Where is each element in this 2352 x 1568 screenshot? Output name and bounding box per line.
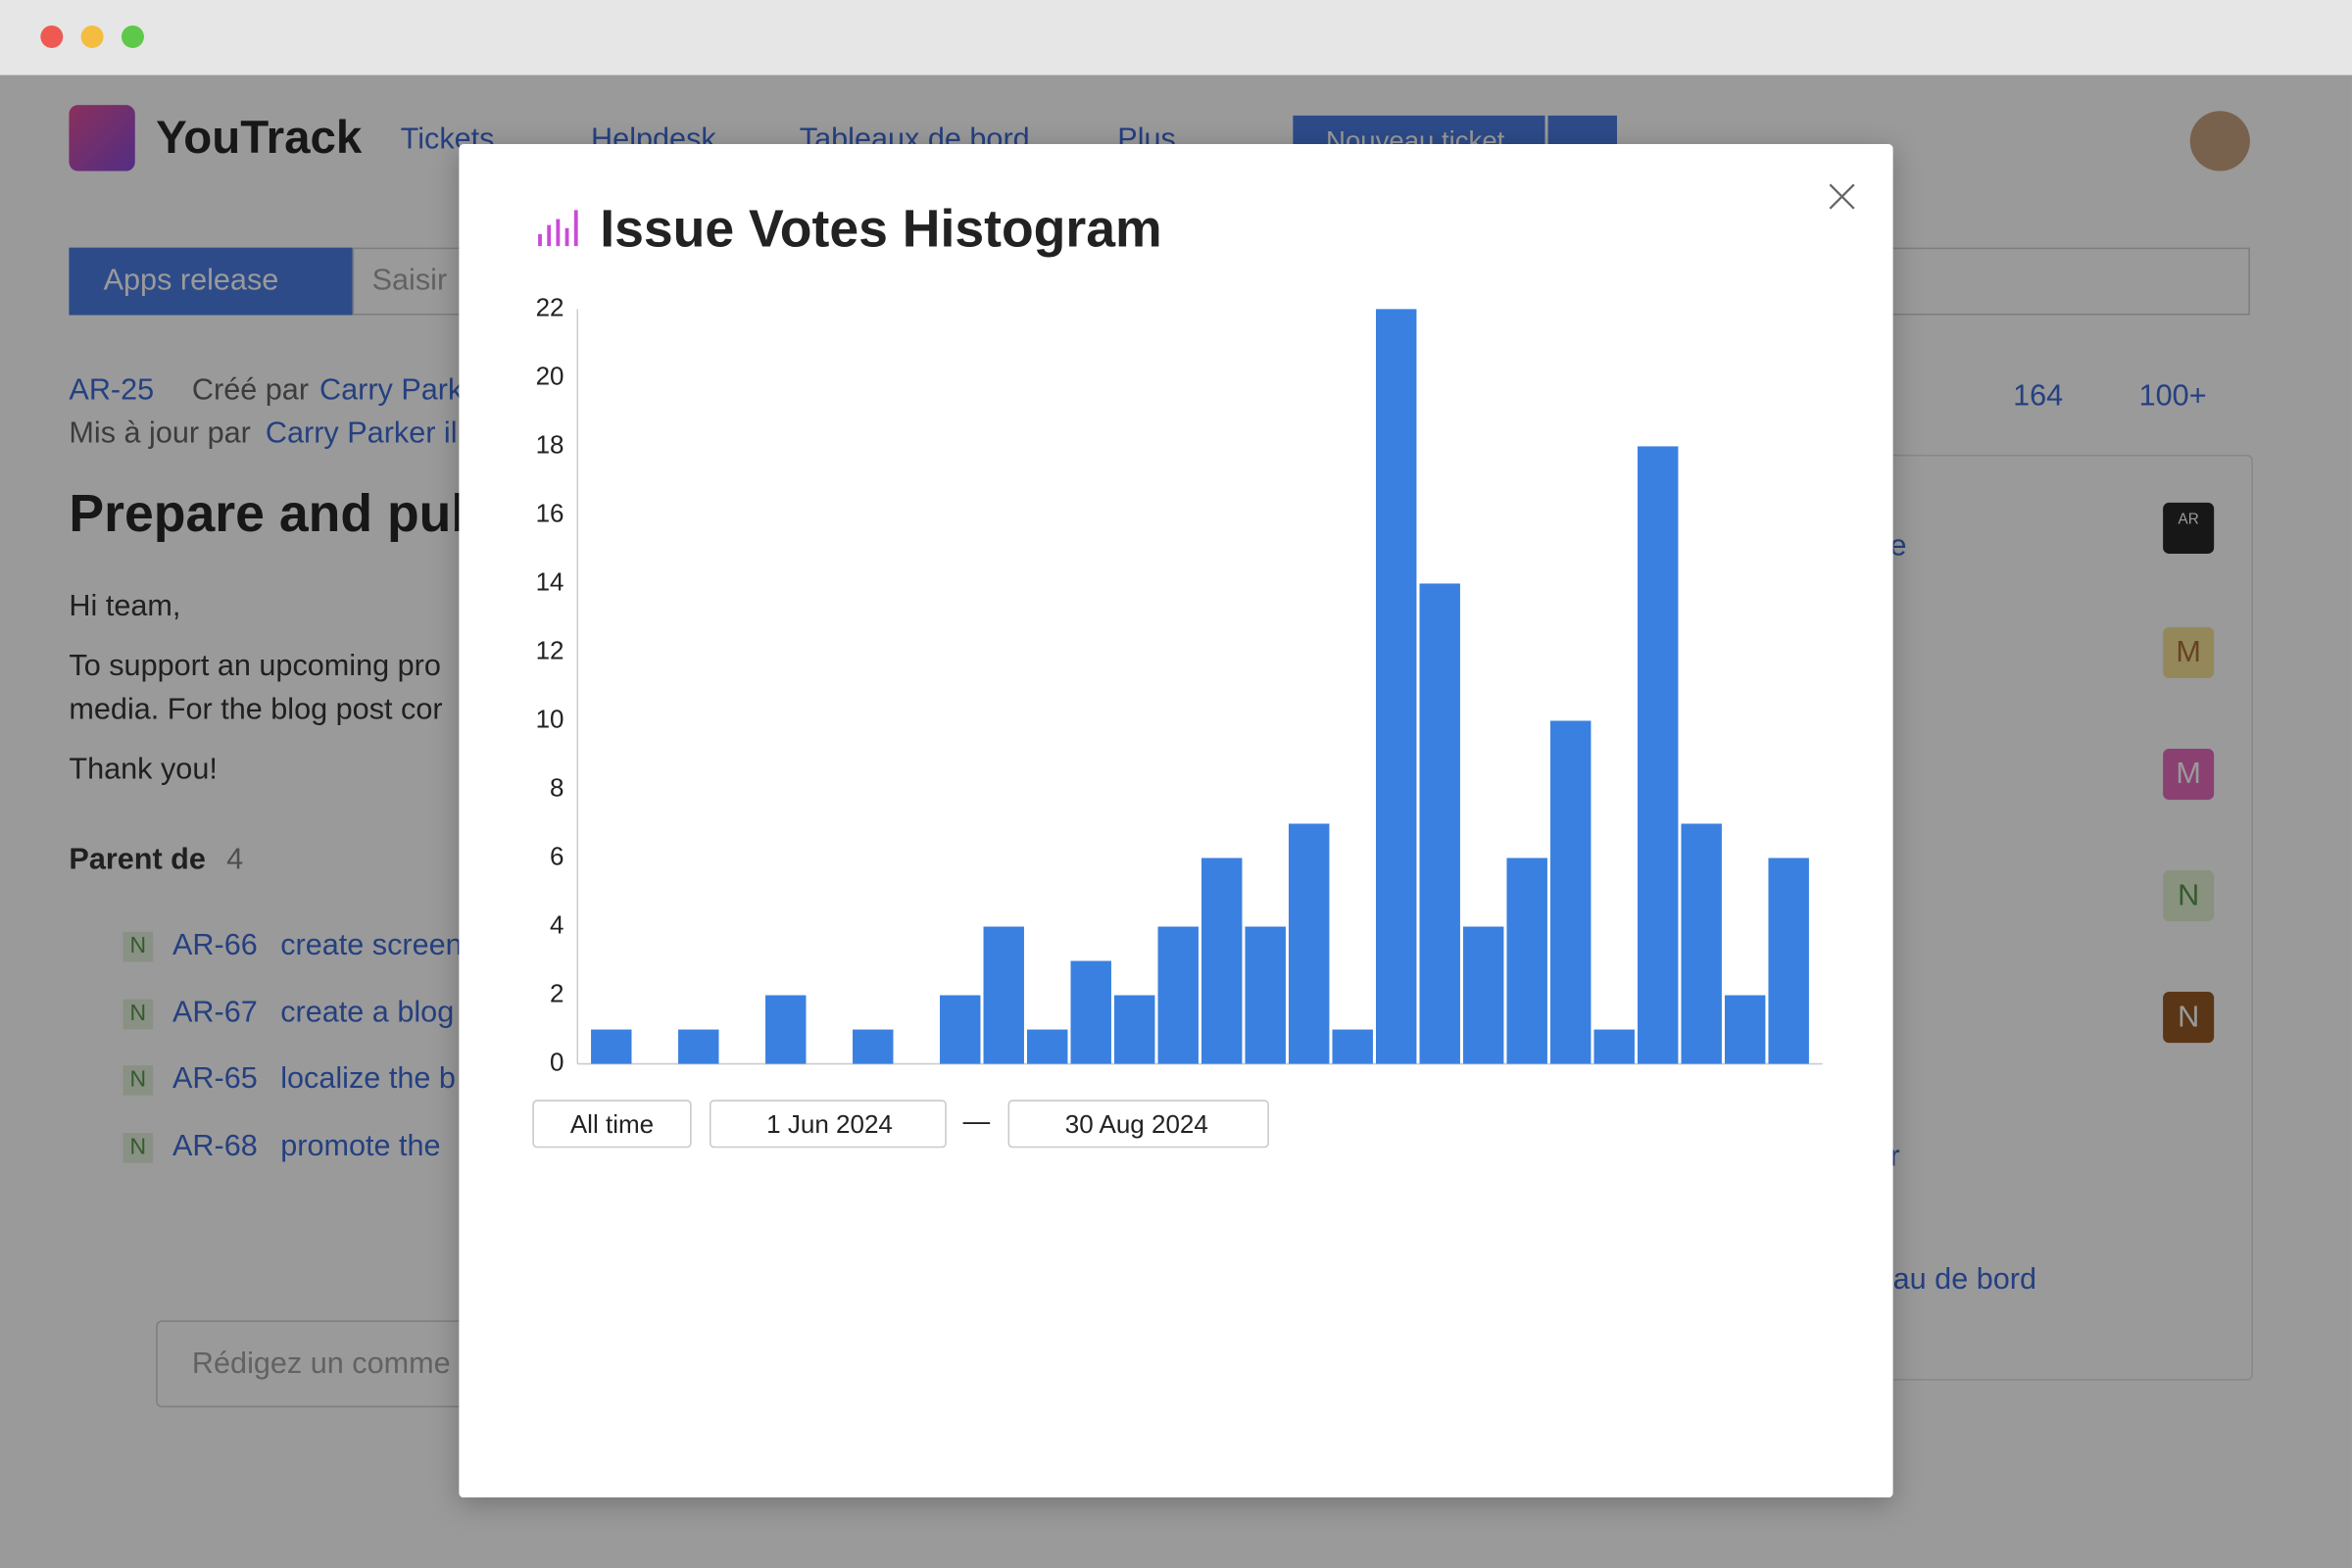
bar — [678, 1029, 719, 1064]
avatar: N — [2163, 870, 2215, 922]
bar — [853, 1029, 894, 1064]
author[interactable]: Carry Park — [319, 373, 464, 407]
votes[interactable]: 164 — [2013, 379, 2064, 414]
subtask-id[interactable]: AR-67 — [172, 996, 258, 1030]
y-tick-label: 4 — [550, 909, 564, 939]
body: Hi team, — [69, 589, 181, 623]
chart-title: Issue Votes Histogram — [600, 200, 1161, 258]
fragment: au de bord — [1892, 1263, 2037, 1297]
all-time-button[interactable]: All time — [532, 1100, 692, 1149]
separator: — — [962, 1105, 991, 1137]
modal: Issue Votes Histogram 0 2 4 6 8 10 12 14 16 18 20 2… — [459, 143, 1893, 1498]
bar — [1070, 960, 1111, 1064]
avatar[interactable] — [2189, 111, 2250, 172]
chart: Issue Votes Histogram 0 2 4 6 8 10 12 14 16 18 20 2… — [536, 183, 1855, 1076]
bar — [1245, 926, 1286, 1064]
subtask-title[interactable]: create a blog — [280, 996, 455, 1030]
logo-icon — [69, 105, 135, 172]
bar — [1114, 995, 1155, 1064]
to-date[interactable]: 30 Aug 2024 — [1007, 1100, 1269, 1149]
logo[interactable]: YouTrack — [156, 111, 363, 164]
subtask-title[interactable]: localize the b — [280, 1062, 456, 1096]
bar — [1462, 926, 1504, 1064]
bar — [1375, 309, 1417, 1064]
subtask-id[interactable]: AR-65 — [172, 1062, 258, 1096]
label: Mis à jour par — [69, 416, 251, 451]
bar — [1637, 446, 1679, 1064]
subtask-id[interactable]: AR-68 — [172, 1129, 258, 1163]
y-tick-label: 6 — [550, 841, 564, 870]
body: To support an upcoming pro — [69, 649, 441, 683]
tag: N — [122, 1065, 154, 1096]
y-tick-label: 0 — [550, 1047, 564, 1076]
y-tick-label: 22 — [536, 292, 564, 321]
browser-bar — [0, 0, 2352, 75]
y-tick-label: 20 — [536, 361, 564, 390]
y-tick-label: 14 — [536, 566, 564, 596]
issue-title: Prepare and publ — [69, 484, 499, 544]
subtask-id[interactable]: AR-66 — [172, 928, 258, 962]
y-tick-label: 12 — [536, 635, 564, 664]
bar — [1201, 858, 1243, 1064]
bar — [1027, 1029, 1068, 1064]
y-tick-label: 2 — [550, 978, 564, 1007]
bar — [591, 1029, 632, 1064]
updater[interactable]: Carry Parker il — [265, 416, 458, 451]
bar — [765, 995, 807, 1064]
fragment: e — [1889, 529, 1907, 564]
bar — [1549, 720, 1592, 1064]
stars[interactable]: 100+ — [2138, 379, 2207, 414]
label: Créé par — [191, 373, 310, 407]
tag: N — [122, 931, 154, 962]
y-tick-label: 16 — [536, 498, 564, 527]
tag: N — [122, 999, 154, 1030]
comment-box[interactable]: Rédigez un comme — [156, 1320, 547, 1408]
body: media. For the blog post cor — [69, 693, 443, 727]
bar — [1768, 858, 1809, 1064]
close-button[interactable] — [1829, 183, 1855, 210]
bar — [1289, 823, 1330, 1064]
chart-icon — [538, 210, 578, 247]
bar — [940, 995, 981, 1064]
fragment: r — [1889, 1140, 1900, 1174]
bar — [983, 926, 1024, 1064]
avatar: AR — [2163, 502, 2215, 554]
y-tick-label: 18 — [536, 429, 564, 459]
from-date[interactable]: 1 Jun 2024 — [709, 1100, 947, 1149]
project-button[interactable]: Apps release — [69, 247, 353, 316]
avatar: M — [2163, 626, 2215, 679]
body: Thank you! — [69, 753, 218, 787]
subtask-title[interactable]: promote the — [280, 1129, 441, 1163]
bar — [1157, 926, 1199, 1064]
avatar: M — [2163, 749, 2215, 801]
tag: N — [122, 1132, 154, 1163]
bar — [1724, 995, 1766, 1064]
count: 4 — [226, 843, 244, 877]
y-tick-label: 10 — [536, 704, 564, 733]
bar — [1681, 823, 1722, 1064]
subtask-title[interactable]: create screen — [280, 928, 463, 962]
bar — [1506, 858, 1547, 1064]
y-tick-label: 8 — [550, 772, 564, 802]
section[interactable]: Parent de — [69, 843, 206, 877]
bar — [1593, 1029, 1635, 1064]
avatar: N — [2163, 992, 2215, 1044]
issue-id[interactable]: AR-25 — [69, 373, 155, 407]
bar — [1419, 583, 1460, 1064]
bar — [1332, 1029, 1373, 1064]
